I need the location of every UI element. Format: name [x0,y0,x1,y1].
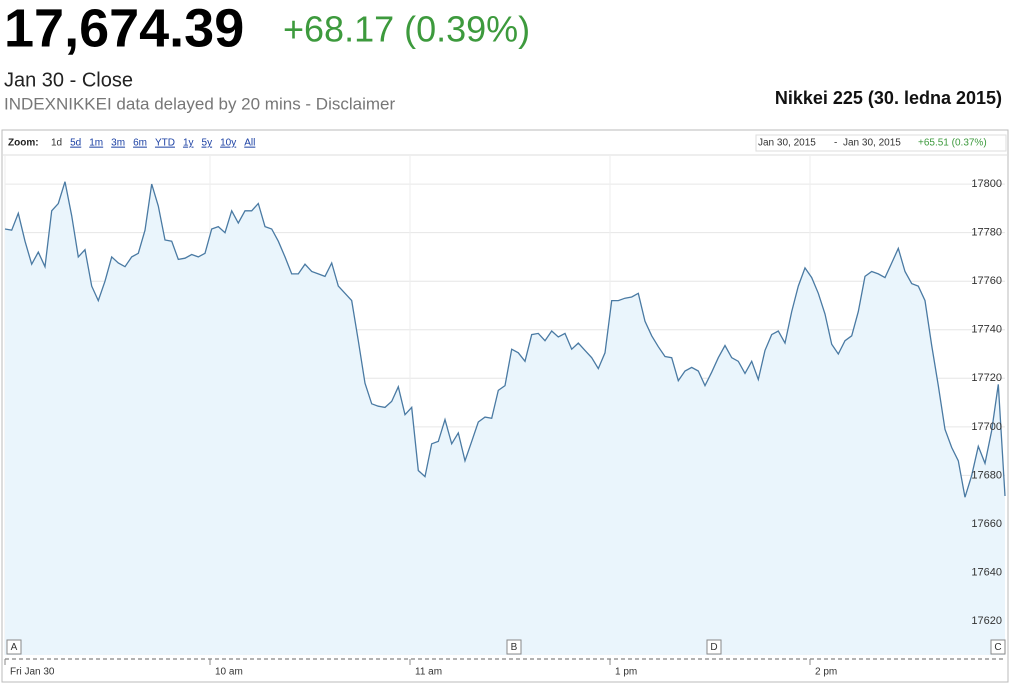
delay-note[interactable]: INDEXNIKKEI data delayed by 20 mins - Di… [4,94,395,113]
y-tick-label: 17800 [971,178,1002,190]
zoom-options: 1d 5d 1m 3m 6m YTD 1y 5y 10y All [51,138,255,149]
zoom-option[interactable]: All [244,138,255,149]
price-change: +68.17 (0.39%) [283,9,530,50]
range-box [755,134,1007,152]
annotation-label: C [994,642,1001,653]
x-tick-label: 10 am [215,667,243,678]
y-tick-label: 17700 [971,421,1002,433]
y-tick-label: 17660 [971,518,1002,530]
annotation-label: D [710,642,717,653]
annotation-flag[interactable] [990,639,1006,655]
area-fill [5,181,1005,655]
annotation-label: A [11,642,18,653]
range-change: +65.51 (0.37%) [918,138,987,149]
date-line: Jan 30 - Close [4,69,133,91]
range-separator: - [834,138,837,149]
annotation-flag[interactable] [6,639,22,655]
annotation-label: B [511,642,518,653]
plot: 17620 17640 17660 17680 17700 17720 17740 17760… [4,155,1006,678]
x-tick-label: 2 pm [815,667,837,678]
y-tick-label: 17780 [971,227,1002,239]
zoom-option[interactable]: 1m [89,138,103,149]
price-line [4,181,1006,498]
y-tick-label: 17680 [971,469,1002,481]
x-tick-label: 1 pm [615,667,637,678]
zoom-label: Zoom: [8,138,39,149]
zoom-option[interactable]: 1d [51,138,62,149]
y-tick-label: 17640 [971,566,1002,578]
y-tick-label: 17720 [971,372,1002,384]
x-tick-label: Fri Jan 30 [10,667,55,678]
range-start: Jan 30, 2015 [758,138,816,149]
zoom-option[interactable]: YTD [155,138,175,149]
zoom-option[interactable]: 6m [133,138,147,149]
y-tick-label: 17620 [971,615,1002,627]
annotation-flag[interactable] [506,639,522,655]
zoom-option[interactable]: 10y [220,138,236,149]
zoom-option[interactable]: 3m [111,138,125,149]
price: 17,674.39 [4,0,244,58]
zoom-option[interactable]: 1y [183,138,194,149]
zoom-option[interactable]: 5d [70,138,81,149]
zoom-option[interactable]: 5y [202,138,213,149]
caption: Nikkei 225 (30. ledna 2015) [775,88,1002,108]
x-tick-label: 11 am [415,667,442,678]
y-tick-label: 17740 [971,324,1002,336]
annotation-flag[interactable] [706,639,722,655]
range-end: Jan 30, 2015 [843,138,901,149]
y-tick-label: 17760 [971,275,1002,287]
